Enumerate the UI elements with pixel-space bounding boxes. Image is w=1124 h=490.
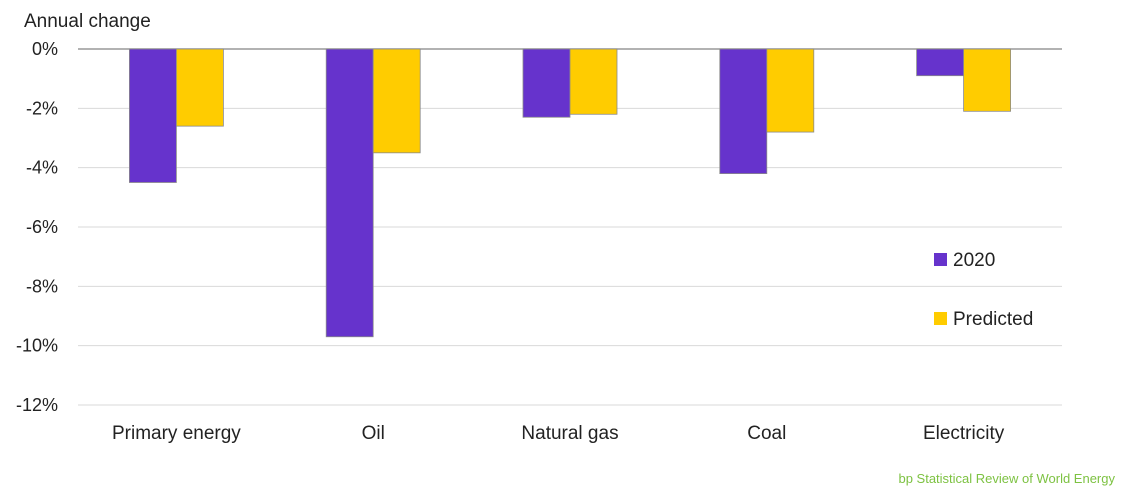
bar-predicted: [175, 48, 224, 127]
bars: [128, 48, 1011, 338]
y-axis-ticks: 0% -2% -4% -6% -8% -10% -12%: [16, 39, 58, 415]
legend-swatch-2020: [934, 253, 947, 266]
y-tick-label: -10%: [16, 336, 58, 356]
legend: 2020 Predicted: [934, 250, 1033, 330]
y-tick-label: -2%: [26, 98, 58, 118]
y-tick-label: -8%: [26, 276, 58, 296]
y-tick-label: 0%: [32, 39, 58, 59]
y-tick-label: -4%: [26, 158, 58, 178]
grid-lines: [78, 48, 1062, 406]
bar-predicted: [963, 48, 1011, 112]
x-category-label: Oil: [362, 423, 385, 444]
legend-label: Predicted: [953, 309, 1033, 330]
y-tick-label: -6%: [26, 217, 58, 237]
bar-2020: [522, 48, 571, 118]
bar-predicted: [569, 48, 618, 115]
bar-2020: [916, 48, 964, 77]
x-axis-categories: Primary energy Oil Natural gas Coal Electric…: [112, 423, 1005, 444]
legend-swatch-predicted: [934, 312, 947, 325]
x-category-label: Electricity: [923, 423, 1005, 444]
bar-predicted: [372, 48, 421, 154]
y-axis-title: Annual change: [24, 11, 151, 32]
bar-2020: [128, 48, 177, 183]
y-tick-label: -12%: [16, 395, 58, 415]
x-category-label: Coal: [747, 423, 786, 444]
x-category-label: Primary energy: [112, 423, 241, 444]
x-category-label: Natural gas: [521, 423, 618, 444]
legend-label: 2020: [953, 250, 995, 271]
bar-2020: [719, 48, 768, 174]
bar-predicted: [766, 48, 815, 133]
bar-2020: [325, 48, 374, 338]
source-credit: bp Statistical Review of World Energy: [898, 471, 1115, 486]
